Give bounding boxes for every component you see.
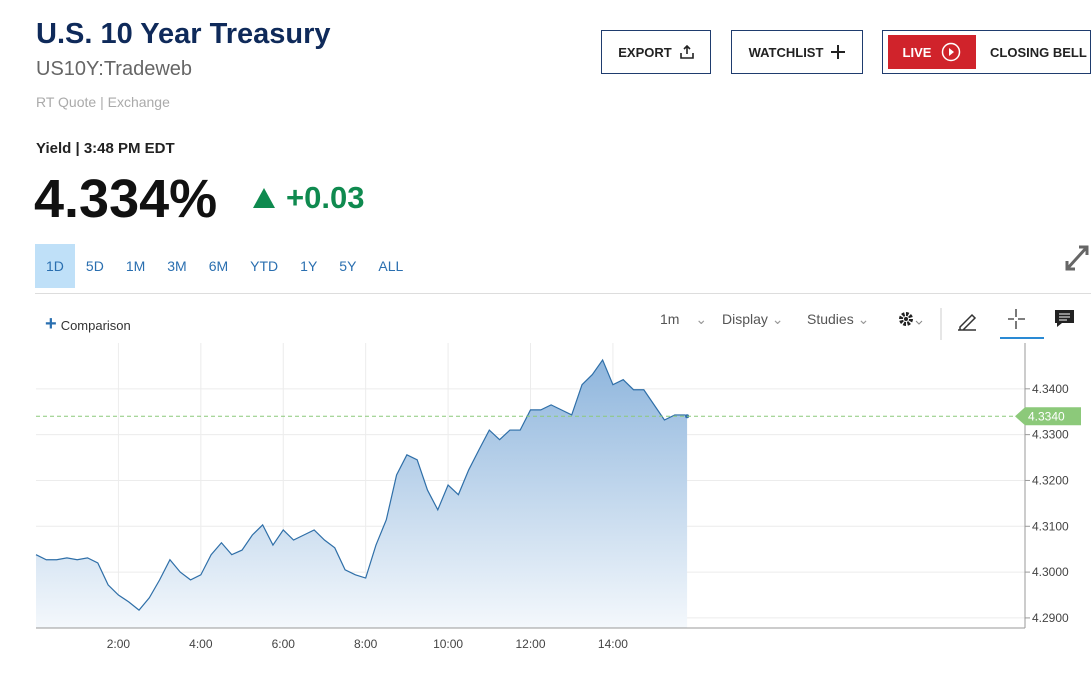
symbol: US10Y:Tradeweb bbox=[36, 58, 193, 80]
range-tab[interactable]: 1D bbox=[35, 244, 75, 288]
y-tick-label: 4.2900 bbox=[1032, 611, 1069, 625]
comparison[interactable]: + Comparison bbox=[45, 313, 131, 335]
x-tick-label: 10:00 bbox=[433, 637, 463, 651]
chart: 2:00 4:00 6:00 8:00 10:00 12:00 14:00 4.2900 4.3… bbox=[35, 343, 1081, 651]
x-tick-label: 14:00 bbox=[598, 637, 628, 651]
label: Display bbox=[722, 311, 768, 327]
range-tab[interactable]: YTD bbox=[250, 258, 279, 274]
yield-label: Yield | 3:48 PM EDT bbox=[36, 140, 175, 157]
y-tick-label: 4.3400 bbox=[1032, 382, 1069, 396]
draw-icon[interactable] bbox=[958, 313, 977, 331]
change: +0.03 bbox=[286, 180, 365, 215]
x-tick-label: 8:00 bbox=[354, 637, 378, 651]
crosshair-icon[interactable] bbox=[1008, 309, 1025, 329]
price: 4.334% bbox=[34, 169, 218, 229]
x-tick-label: 12:00 bbox=[515, 637, 545, 651]
y-tick-label: 4.3300 bbox=[1032, 428, 1069, 442]
up-arrow bbox=[253, 188, 275, 208]
label: EXPORT bbox=[618, 44, 672, 60]
icon bbox=[831, 45, 846, 59]
live-badge: LIVE bbox=[888, 35, 976, 69]
y-tick-label: 4.3100 bbox=[1032, 519, 1069, 533]
label: 1m bbox=[660, 311, 680, 327]
last-price-tag bbox=[1015, 407, 1081, 426]
range-tab[interactable]: 1M bbox=[125, 258, 146, 274]
range-tab[interactable]: 5Y bbox=[339, 258, 357, 274]
settings-icon[interactable] bbox=[899, 312, 923, 326]
divider bbox=[35, 293, 1091, 294]
range-tab[interactable]: 3M bbox=[167, 258, 187, 274]
interval[interactable]: 1m ⌄ bbox=[660, 311, 708, 327]
range-tabs: 1D 5D 1M 3M 6M YTD 1Y 5Y ALL bbox=[35, 244, 414, 288]
icon bbox=[679, 45, 694, 59]
last-price-label: 4.3340 bbox=[1028, 409, 1065, 423]
range-tab[interactable]: 6M bbox=[208, 258, 229, 274]
expand-icon[interactable] bbox=[1064, 244, 1090, 272]
y-tick-label: 4.3000 bbox=[1032, 565, 1069, 579]
label: Studies bbox=[807, 311, 854, 327]
live-button[interactable]: LIVE CLOSING BELL bbox=[882, 30, 1091, 74]
area bbox=[36, 359, 688, 628]
comment-icon[interactable] bbox=[1054, 309, 1076, 329]
label: LIVE bbox=[902, 44, 932, 60]
line bbox=[35, 358, 688, 611]
x-tick-label: 2:00 bbox=[107, 637, 131, 651]
range-tab[interactable]: ALL bbox=[378, 258, 404, 274]
title: U.S. 10 Year Treasury bbox=[36, 18, 331, 50]
x-tick-label: 6:00 bbox=[272, 637, 296, 651]
y-tick-label: 4.3200 bbox=[1032, 473, 1069, 487]
range-tab[interactable]: 5D bbox=[85, 258, 104, 274]
label: Comparison bbox=[60, 318, 131, 333]
watchlist-button[interactable]: WATCHLIST bbox=[731, 30, 863, 74]
studies[interactable]: Studies ⌄ bbox=[807, 311, 870, 327]
toolbar-icons bbox=[899, 308, 1044, 340]
display[interactable]: Display ⌄ bbox=[722, 311, 784, 327]
label: CLOSING BELL bbox=[990, 44, 1087, 60]
range-tab[interactable]: 1Y bbox=[300, 258, 318, 274]
label: WATCHLIST bbox=[748, 44, 824, 60]
export-button[interactable]: EXPORT bbox=[601, 30, 711, 74]
x-tick-label: 4:00 bbox=[189, 637, 213, 651]
icon bbox=[942, 42, 961, 62]
quote-source: RT Quote | Exchange bbox=[36, 94, 170, 110]
